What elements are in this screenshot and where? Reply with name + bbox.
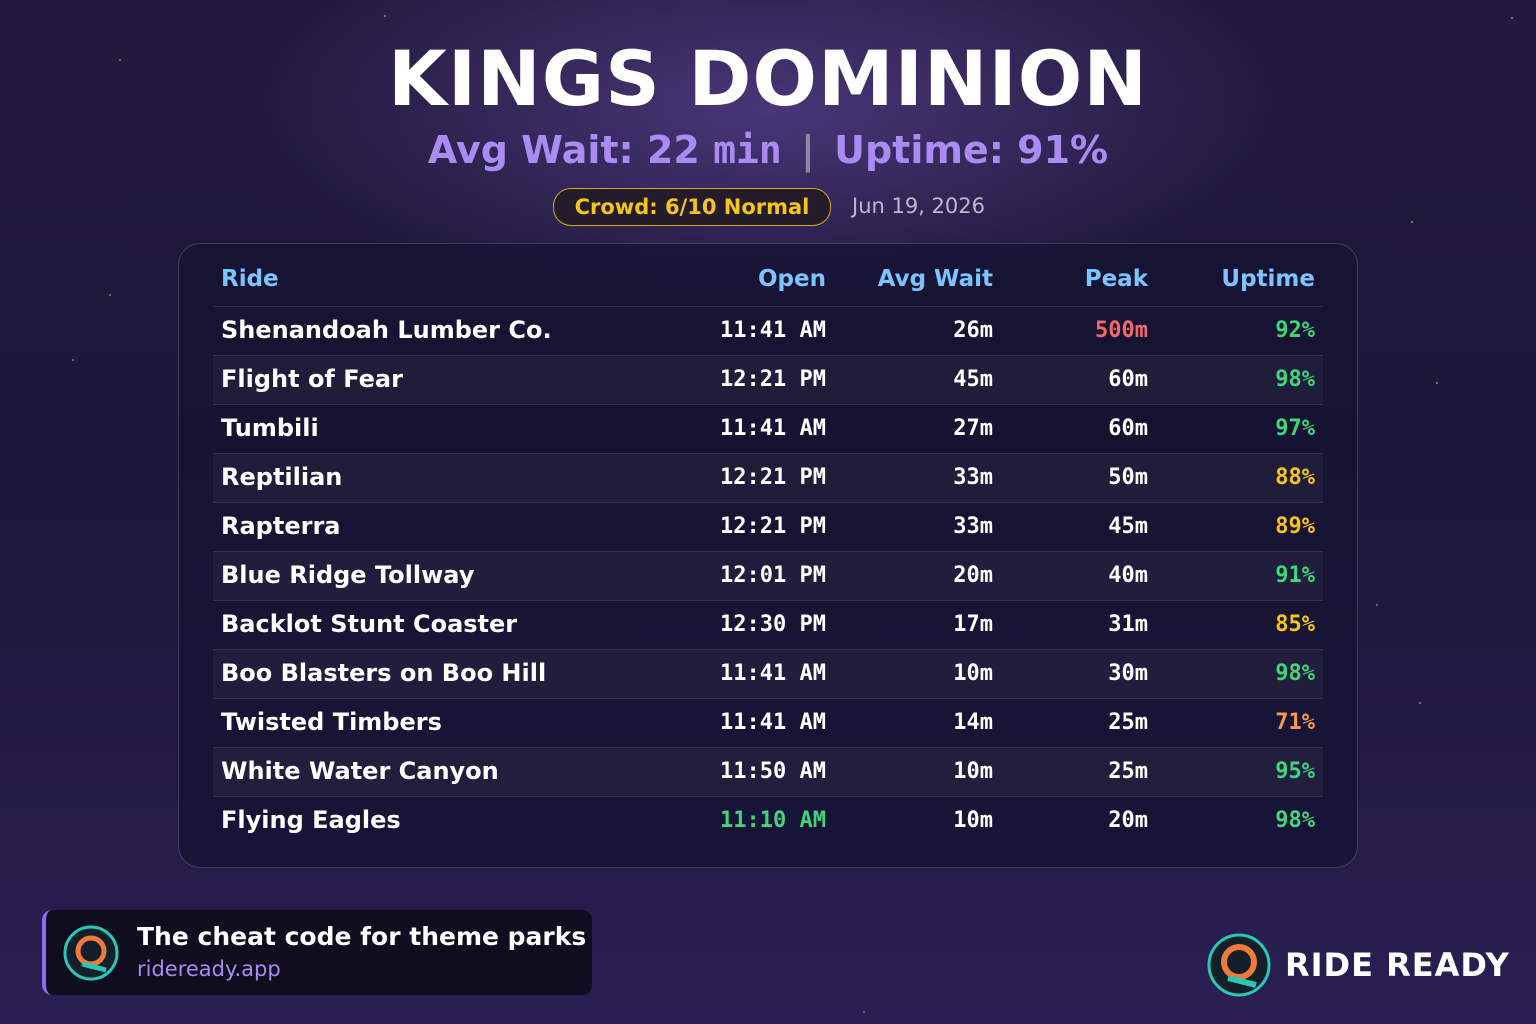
table-cell: 11:41 AM — [720, 661, 826, 686]
table-cell: 91% — [1275, 563, 1315, 588]
table-cell: 88% — [1275, 465, 1315, 490]
table-cell: 85% — [1275, 612, 1315, 637]
table-cell: 17m — [953, 612, 993, 637]
table-cell: 31m — [1108, 612, 1148, 637]
title: KINGS DOMINION — [387, 34, 1149, 123]
column-header: Ride — [221, 266, 279, 292]
column-header: Avg Wait — [877, 266, 993, 292]
table-cell: 89% — [1275, 514, 1315, 539]
avg-wait: Avg Wait: 22 — [427, 128, 700, 172]
table-cell: 20m — [1108, 808, 1148, 833]
table-row — [213, 600, 1323, 650]
table-row — [213, 698, 1323, 748]
table-cell: 92% — [1275, 318, 1315, 343]
table-cell: 14m — [953, 710, 993, 735]
table-row — [213, 404, 1323, 454]
ride-name: Shenandoah Lumber Co. — [221, 316, 552, 344]
ride-name: White Water Canyon — [221, 757, 499, 785]
stats: Avg Wait: 22 min | Uptime: 91% — [0, 128, 1536, 172]
table-cell: 60m — [1108, 416, 1148, 441]
table-row — [213, 306, 1323, 356]
table-cell: 30m — [1108, 661, 1148, 686]
table-cell: 11:10 AM — [720, 808, 826, 833]
table-cell: 10m — [953, 661, 993, 686]
unit: min — [713, 128, 782, 172]
brand: RIDE READY — [1285, 946, 1510, 984]
table-cell: 20m — [953, 563, 993, 588]
table-cell: 12:21 PM — [720, 465, 826, 490]
table-cell: 12:01 PM — [720, 563, 826, 588]
table-cell: 33m — [953, 514, 993, 539]
table-row — [213, 747, 1323, 797]
table-cell: 60m — [1108, 367, 1148, 392]
ride-name: Tumbili — [221, 414, 319, 442]
table-cell: 71% — [1275, 710, 1315, 735]
table-cell: 10m — [953, 808, 993, 833]
url: rideready.app — [137, 957, 281, 981]
separator: | — [800, 128, 815, 172]
table-row — [213, 649, 1323, 699]
tagline: The cheat code for theme parks — [137, 922, 587, 951]
ride-name: Flight of Fear — [221, 365, 403, 393]
logo — [63, 925, 119, 981]
table-cell: 98% — [1275, 661, 1315, 686]
ride-name: Twisted Timbers — [221, 708, 442, 736]
table-row — [213, 796, 1323, 846]
table-cell: 11:50 AM — [720, 759, 826, 784]
table-cell: 25m — [1108, 759, 1148, 784]
table-cell: 50m — [1108, 465, 1148, 490]
footer-card: The cheat code for theme parks rideready… — [42, 910, 592, 995]
table-cell: 98% — [1275, 367, 1315, 392]
table-row — [213, 355, 1323, 405]
table-cell: 500m — [1095, 318, 1148, 343]
table-cell: 45m — [1108, 514, 1148, 539]
table-cell: 33m — [953, 465, 993, 490]
ride-name: Rapterra — [221, 512, 341, 540]
ride-name: Blue Ridge Tollway — [221, 561, 475, 589]
ride-name: Backlot Stunt Coaster — [221, 610, 518, 638]
column-header: Open — [758, 266, 826, 292]
table-cell: 12:30 PM — [720, 612, 826, 637]
table-row — [213, 551, 1323, 601]
table-cell: 95% — [1275, 759, 1315, 784]
table-cell: 11:41 AM — [720, 710, 826, 735]
ride-name: Reptilian — [221, 463, 343, 491]
table-cell: 25m — [1108, 710, 1148, 735]
table-cell: 12:21 PM — [720, 514, 826, 539]
brand-logo — [1207, 933, 1271, 997]
table-cell: 10m — [953, 759, 993, 784]
table-cell: 11:41 AM — [720, 416, 826, 441]
table-cell: 98% — [1275, 808, 1315, 833]
table-row — [213, 453, 1323, 503]
ride-name: Boo Blasters on Boo Hill — [221, 659, 547, 687]
table-cell: 26m — [953, 318, 993, 343]
table-row — [213, 502, 1323, 552]
table-cell: 12:21 PM — [720, 367, 826, 392]
table-panel — [178, 243, 1358, 868]
table-cell: 40m — [1108, 563, 1148, 588]
crowd-badge: Crowd: 6/10 Normal — [553, 188, 831, 226]
column-header: Uptime — [1221, 266, 1315, 292]
column-header: Peak — [1084, 266, 1148, 292]
ride-name: Flying Eagles — [221, 806, 401, 834]
table-cell: 11:41 AM — [720, 318, 826, 343]
table-cell: 27m — [953, 416, 993, 441]
table-cell: 97% — [1275, 416, 1315, 441]
date: Jun 19, 2026 — [852, 194, 986, 218]
uptime: Uptime: 91% — [834, 128, 1109, 172]
table-cell: 45m — [953, 367, 993, 392]
